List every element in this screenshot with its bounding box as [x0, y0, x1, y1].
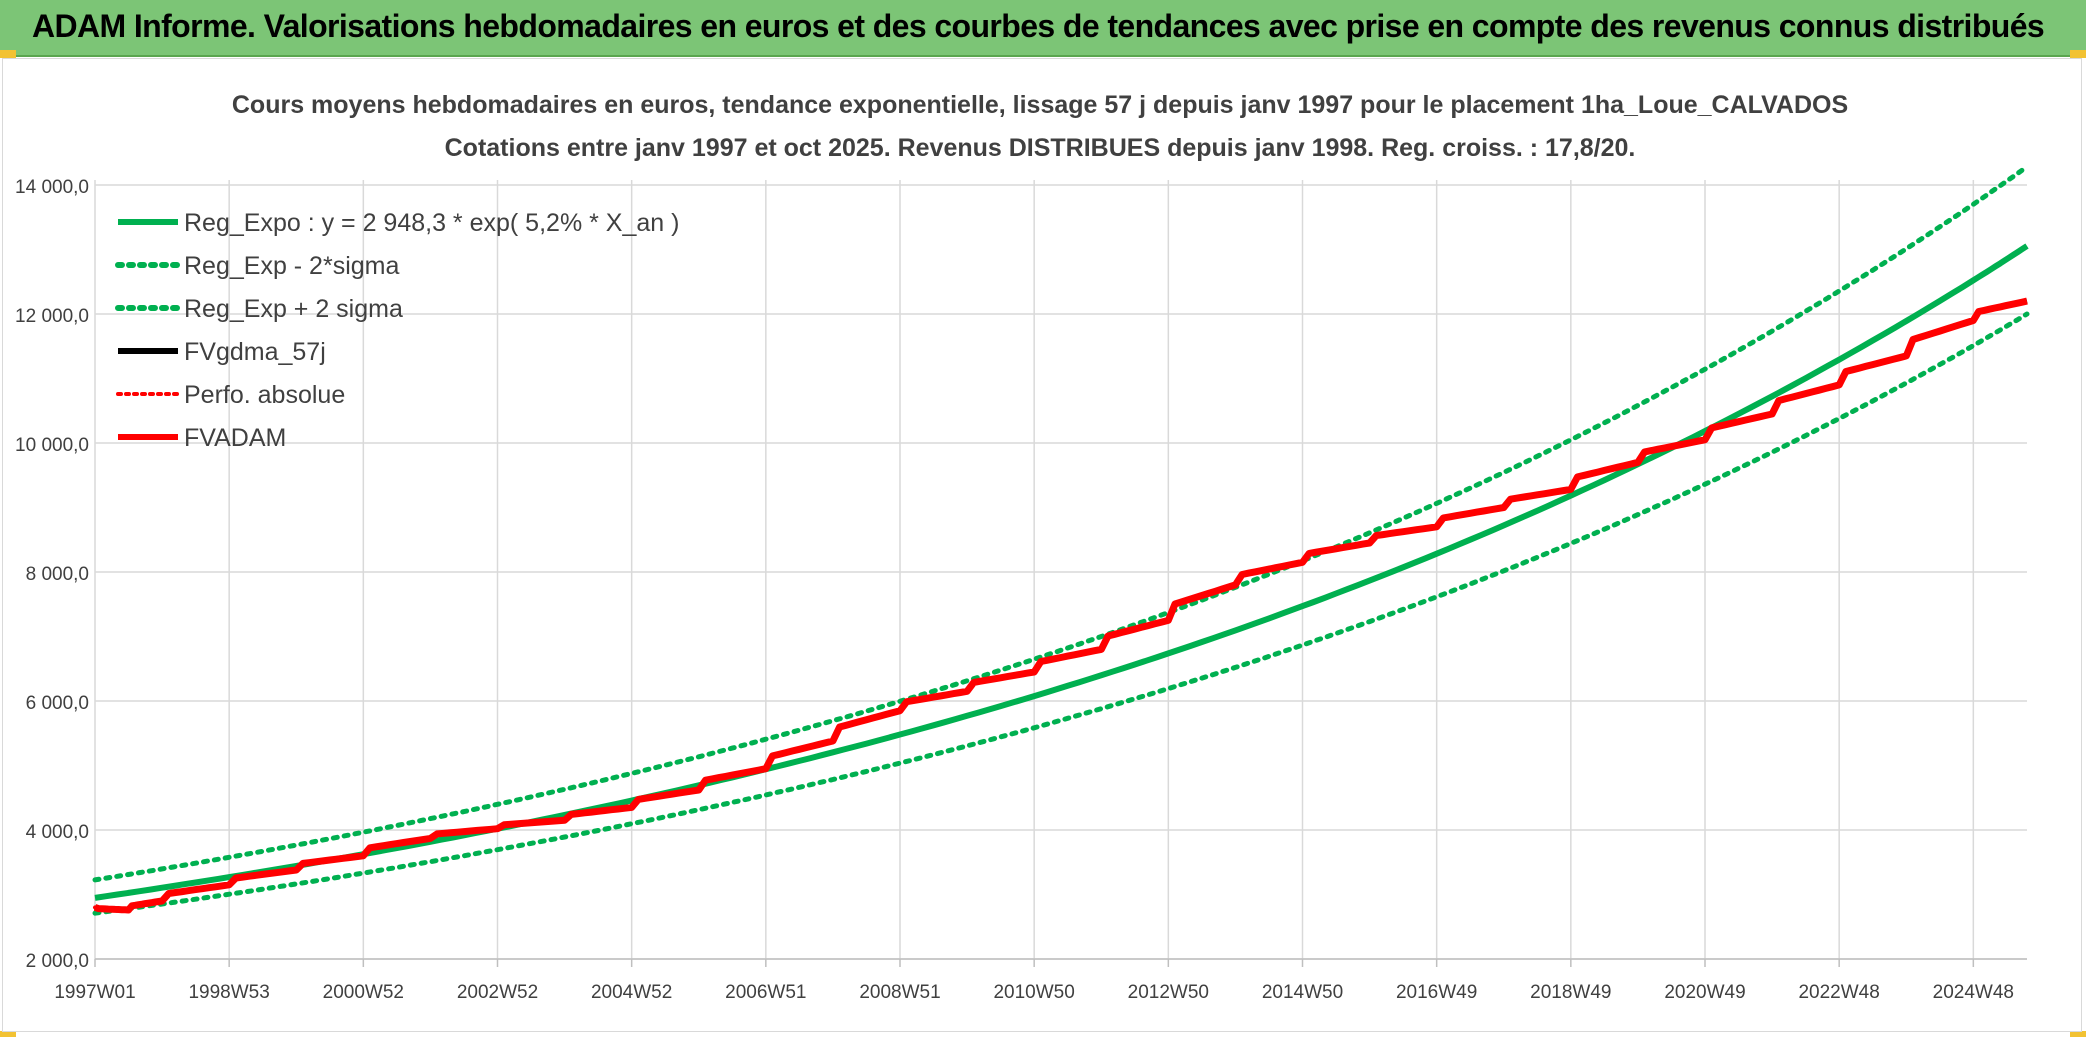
corner-accent-left	[0, 50, 16, 58]
chart-subtitle: Cotations entre janv 1997 et oct 2025. R…	[445, 134, 1636, 162]
x-tick-label: 2012W50	[1128, 982, 1209, 1003]
x-tick-label: 2018W49	[1530, 982, 1611, 1003]
series-perfo-absolue	[93, 299, 2029, 912]
chart-title: Cours moyens hebdomadaires en euros, ten…	[232, 91, 1848, 119]
x-tick-label: 2010W50	[993, 982, 1074, 1003]
series	[92, 164, 2030, 916]
series-fvgdma-57j	[94, 298, 2028, 913]
corner-accent-bottom-left	[0, 1031, 16, 1037]
legend-label-fvgdma-57j: FVgdma_57j	[184, 338, 326, 366]
x-tick-label: 2020W49	[1664, 982, 1745, 1003]
axes: 2 000,0 4 000,0 6 000,0 8 000,0 10 000,0 12 0…	[15, 177, 2027, 1003]
report-title: ADAM Informe. Valorisations hebdomadaire…	[32, 8, 2045, 44]
y-tick-label: 8 000,0	[26, 564, 89, 585]
x-tick-label: 2022W48	[1798, 982, 1879, 1003]
x-tick-label: 2000W52	[323, 982, 404, 1003]
x-tick-label: 2024W48	[1933, 982, 2014, 1003]
series-fvadam	[93, 297, 2028, 914]
legend-label-reg-exp-minus-2sigma: Reg_Exp - 2*sigma	[184, 252, 399, 280]
x-tick-label: 2006W51	[725, 982, 806, 1003]
x-tick-label: 2016W49	[1396, 982, 1477, 1003]
legend-label-fvadam: FVADAM	[184, 424, 286, 452]
y-tick-label: 12 000,0	[15, 306, 89, 327]
y-tick-label: 6 000,0	[26, 693, 89, 714]
legend-label-perfo-absolue: Perfo. absolue	[184, 381, 345, 409]
series-reg-exp-minus-2sigma	[92, 311, 2030, 916]
x-tick-label: 2002W52	[457, 982, 538, 1003]
y-tick-label: 10 000,0	[15, 435, 89, 456]
corner-accent-right	[2070, 50, 2086, 58]
chart-frame	[2, 58, 2082, 1032]
y-tick-label: 4 000,0	[26, 822, 89, 843]
y-tick-label: 2 000,0	[26, 951, 89, 972]
y-tick-label: 14 000,0	[15, 177, 89, 198]
x-tick-label: 2014W50	[1262, 982, 1343, 1003]
x-tick-label: 2008W51	[859, 982, 940, 1003]
x-tick-label: 1998W53	[188, 982, 269, 1003]
x-tick-label: 2004W52	[591, 982, 672, 1003]
series-reg-exp-plus-2sigma	[92, 164, 2030, 883]
report-banner: ADAM Informe. Valorisations hebdomadaire…	[0, 0, 2086, 57]
legend: Reg_Expo : y = 2 948,3 * exp( 5,2% * X_a…	[115, 209, 679, 452]
corner-accent-bottom-right	[2070, 1031, 2086, 1037]
x-tick-label: 1997W01	[54, 982, 135, 1003]
legend-label-reg-exp-plus-2sigma: Reg_Exp + 2 sigma	[184, 295, 403, 323]
legend-label-reg-expo: Reg_Expo : y = 2 948,3 * exp( 5,2% * X_a…	[184, 209, 679, 237]
